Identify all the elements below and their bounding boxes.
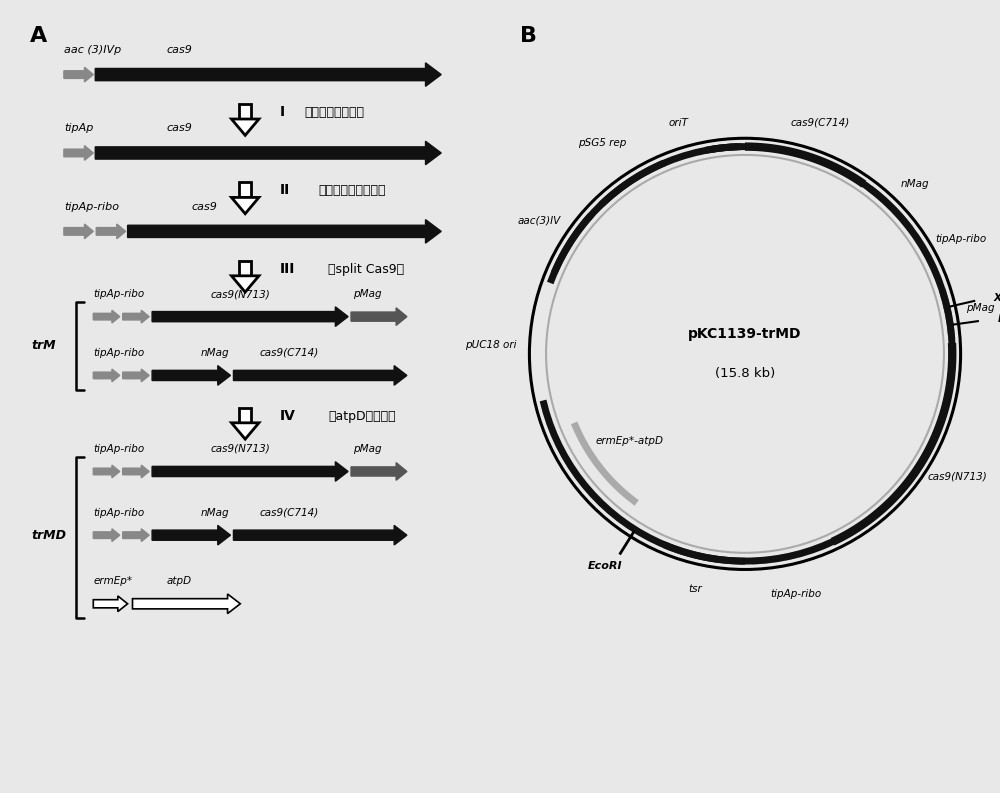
Text: aac(3)IV: aac(3)IV [518, 216, 561, 225]
Text: （split Cas9）: （split Cas9） [328, 262, 405, 275]
Text: pMag: pMag [353, 444, 382, 454]
FancyArrow shape [93, 465, 120, 478]
Text: aac (3)IVp: aac (3)IVp [64, 45, 121, 55]
FancyArrow shape [128, 220, 441, 243]
FancyArrow shape [123, 310, 149, 323]
Text: ermEp*: ermEp* [93, 577, 132, 586]
Text: pMag: pMag [353, 289, 382, 299]
Text: A: A [30, 25, 47, 45]
Text: cas9(C714): cas9(C714) [260, 508, 319, 518]
Text: III: III [280, 262, 295, 275]
Polygon shape [231, 276, 259, 292]
Text: cas9(C714): cas9(C714) [790, 117, 850, 128]
Text: trM: trM [32, 339, 56, 351]
FancyArrow shape [123, 529, 149, 542]
Polygon shape [231, 119, 259, 136]
FancyArrow shape [152, 366, 231, 385]
Text: pMag: pMag [966, 303, 995, 313]
Text: B: B [520, 25, 537, 45]
Text: pUC18 ori: pUC18 ori [465, 340, 516, 350]
Text: tipAp-ribo: tipAp-ribo [64, 201, 119, 212]
Bar [239, 104, 251, 119]
FancyArrow shape [233, 366, 407, 385]
FancyArrow shape [233, 526, 407, 545]
Text: IV: IV [280, 408, 295, 423]
Text: nMag: nMag [900, 179, 929, 189]
FancyArrow shape [96, 224, 126, 239]
Text: pKC1139-trMD: pKC1139-trMD [688, 328, 802, 341]
Bar [239, 261, 251, 276]
Text: cas9(N713): cas9(N713) [211, 289, 271, 299]
Text: （atpD过表达）: （atpD过表达） [328, 409, 396, 423]
Text: oriT: oriT [669, 118, 689, 128]
Text: cas9: cas9 [191, 201, 217, 212]
Text: trMD: trMD [32, 529, 67, 542]
Text: XbaI: XbaI [993, 293, 1000, 303]
Text: tipAp-ribo: tipAp-ribo [93, 444, 145, 454]
Text: tsr: tsr [688, 584, 702, 594]
FancyArrow shape [123, 369, 149, 381]
Polygon shape [231, 423, 259, 439]
FancyArrow shape [93, 369, 120, 381]
FancyArrow shape [64, 146, 93, 160]
Text: cas9(C714): cas9(C714) [260, 348, 319, 358]
Text: cas9: cas9 [167, 124, 193, 133]
Text: tipAp-ribo: tipAp-ribo [936, 234, 987, 244]
FancyArrow shape [351, 462, 407, 481]
FancyArrow shape [93, 596, 128, 611]
FancyArrow shape [152, 526, 231, 545]
Text: tipAp-ribo: tipAp-ribo [93, 348, 145, 358]
Text: （核糖体开关调控）: （核糖体开关调控） [319, 184, 386, 197]
Text: tipAp-ribo: tipAp-ribo [93, 289, 145, 299]
FancyArrow shape [95, 63, 441, 86]
FancyArrow shape [93, 310, 120, 323]
FancyArrow shape [93, 529, 120, 542]
Text: EcoRI: EcoRI [588, 561, 623, 571]
Text: BamHI: BamHI [997, 314, 1000, 324]
FancyArrow shape [64, 224, 93, 239]
Text: pSG5 rep: pSG5 rep [578, 138, 627, 147]
Bar [239, 408, 251, 423]
Polygon shape [231, 197, 259, 214]
Text: II: II [280, 183, 290, 197]
FancyArrow shape [132, 594, 240, 614]
Text: nMag: nMag [201, 348, 230, 358]
Bar [239, 182, 251, 197]
FancyArrow shape [152, 307, 348, 327]
Text: ermEp*-atpD: ermEp*-atpD [595, 436, 663, 446]
Text: tipAp-ribo: tipAp-ribo [93, 508, 145, 518]
Text: （转录水平调控）: （转录水平调控） [304, 105, 364, 119]
FancyArrow shape [95, 141, 441, 165]
Text: cas9(N713): cas9(N713) [211, 444, 271, 454]
Text: tipAp-ribo: tipAp-ribo [770, 588, 822, 599]
Text: cas9: cas9 [167, 45, 193, 55]
FancyArrow shape [351, 308, 407, 325]
Text: tipAp: tipAp [64, 124, 93, 133]
FancyArrow shape [64, 67, 93, 82]
Text: nMag: nMag [201, 508, 230, 518]
FancyArrow shape [123, 465, 149, 478]
Text: cas9(N713): cas9(N713) [927, 471, 987, 481]
Text: I: I [280, 105, 285, 119]
Text: (15.8 kb): (15.8 kb) [715, 367, 775, 380]
FancyArrow shape [152, 462, 348, 481]
Text: atpD: atpD [167, 577, 192, 586]
